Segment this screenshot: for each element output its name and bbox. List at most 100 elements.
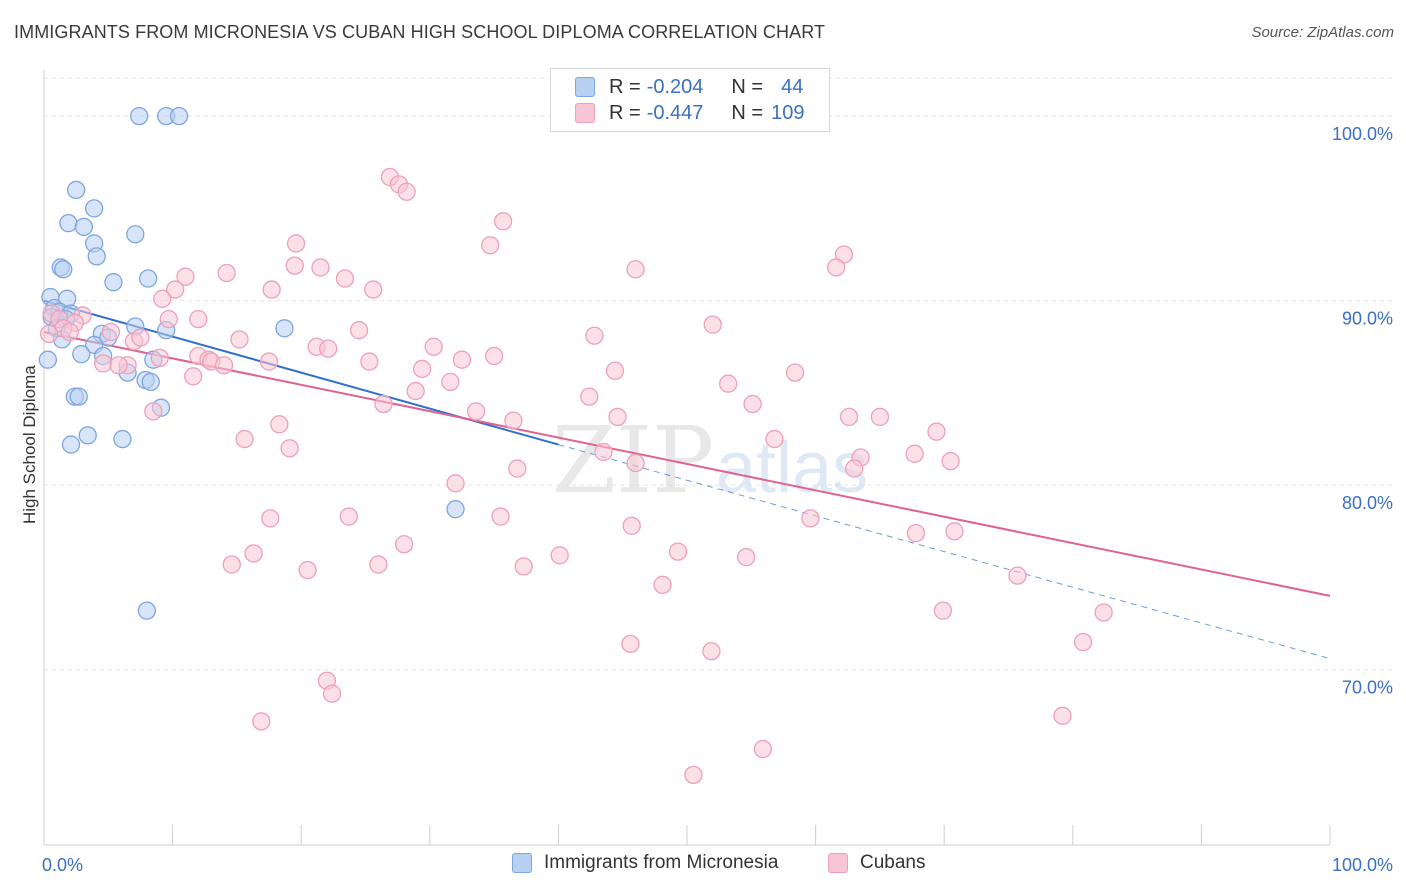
cubans-point: [702, 642, 721, 661]
cubans-point: [870, 407, 890, 427]
cubans-point: [397, 182, 416, 201]
micronesia-point: [169, 106, 189, 126]
micronesia-point: [130, 106, 149, 126]
cubans-point: [364, 280, 383, 299]
cubans-point: [906, 524, 926, 543]
cubans-point: [753, 739, 773, 759]
cubans-point: [491, 507, 510, 526]
cubans-point: [166, 280, 185, 299]
cubans-point: [261, 509, 280, 528]
cubans-point: [394, 535, 414, 554]
series-legend-cubans[interactable]: Cubans: [828, 852, 926, 874]
watermark: ZIP atlas: [552, 407, 868, 514]
cubans-point: [1094, 603, 1113, 622]
micronesia-point: [59, 214, 78, 233]
micronesia-point: [275, 319, 294, 338]
cubans-point: [1053, 706, 1072, 725]
cubans-point: [626, 260, 645, 279]
cubans-point: [94, 354, 113, 373]
cubans-point: [360, 352, 379, 371]
cubans-point: [286, 234, 306, 253]
cubans-point: [150, 348, 169, 368]
micronesia-point: [38, 350, 58, 369]
cubans-point: [189, 309, 208, 329]
cubans-point: [131, 328, 150, 347]
y-tick-label: 70.0%: [1342, 678, 1393, 698]
cubans-point: [785, 363, 805, 382]
micronesia-point: [141, 372, 160, 391]
legend-row-micronesia: R = -0.204 N = 44: [575, 75, 803, 99]
cubans-point: [144, 402, 163, 421]
cubans-point: [259, 352, 279, 371]
cubans-point: [374, 394, 393, 414]
cubans-point: [349, 321, 369, 340]
micronesia-point: [113, 429, 132, 449]
cubans-point: [235, 429, 254, 449]
cubans-point: [550, 546, 569, 565]
micronesia-point: [104, 273, 123, 292]
series-legend: Immigrants from Micronesia Cubans: [0, 852, 1406, 878]
micronesia-point: [67, 180, 86, 200]
y-tick-label: 90.0%: [1342, 309, 1393, 329]
cubans-point: [441, 372, 460, 391]
cubans-point: [466, 402, 486, 421]
cubans-point: [927, 422, 946, 441]
series-legend-label: Immigrants from Micronesia: [544, 852, 779, 873]
cubans-point: [653, 575, 672, 594]
micronesia-point: [78, 426, 97, 445]
micronesia-point: [446, 500, 465, 519]
cubans-point: [298, 560, 317, 580]
legend-swatch-pink: [575, 103, 595, 123]
micronesia-point: [74, 217, 94, 236]
legend-r-label: R =: [609, 75, 641, 98]
legend-n-value: 109: [771, 101, 805, 124]
legend-r-value: -0.204: [646, 75, 704, 98]
cubans-point: [244, 544, 263, 563]
cubans-point: [270, 415, 289, 434]
series-legend-micronesia[interactable]: Immigrants from Micronesia: [512, 852, 778, 874]
chart-title: IMMIGRANTS FROM MICRONESIA VS CUBAN HIGH…: [14, 22, 826, 42]
x-tick-label: 0.0%: [42, 855, 83, 875]
cubans-point: [159, 309, 178, 329]
cubans-point: [214, 356, 234, 375]
correlation-legend: R = -0.204 N = 44 R = -0.447 N = 109: [550, 68, 830, 132]
cubans-point: [608, 407, 627, 427]
cubans-point: [622, 516, 641, 535]
cubans-point: [311, 258, 330, 277]
cubans-point: [339, 507, 358, 526]
cubans-point: [184, 367, 203, 386]
tick-labels: 70.0% 80.0% 90.0% 100.0% 0.0% 100.0%: [42, 124, 1393, 875]
cubans-point: [319, 339, 338, 358]
cubans-point: [280, 439, 299, 458]
cubans-point: [1073, 632, 1093, 652]
cubans-point: [743, 394, 762, 414]
legend-n-label: N =: [731, 101, 764, 124]
axes: [43, 70, 1331, 846]
cubans-point: [452, 350, 472, 369]
legend-r-label: R =: [609, 101, 641, 124]
cubans-point: [446, 474, 465, 493]
micronesia-point: [69, 387, 88, 406]
cubans-point: [285, 256, 304, 275]
y-axis-label: High School Diploma: [20, 365, 39, 524]
y-tick-label: 100.0%: [1332, 124, 1393, 144]
micronesia-trend-extension: [558, 444, 1331, 660]
cubans-point: [801, 509, 820, 528]
cubans-point: [684, 765, 703, 785]
cubans-point: [424, 337, 443, 356]
cubans-point: [481, 236, 500, 255]
cubans-point: [827, 258, 846, 277]
micronesia-point: [139, 269, 158, 288]
cubans-point: [514, 557, 533, 576]
cubans-point: [412, 359, 432, 379]
legend-n-label: N =: [731, 75, 764, 98]
cubans-point: [493, 212, 513, 231]
cubans-point: [626, 453, 645, 473]
cubans-point: [109, 356, 128, 375]
cubans-point: [605, 361, 625, 380]
cubans-point: [369, 555, 388, 574]
cubans-point: [585, 326, 604, 345]
cubans-point: [484, 346, 504, 366]
cubans-point: [217, 263, 236, 283]
